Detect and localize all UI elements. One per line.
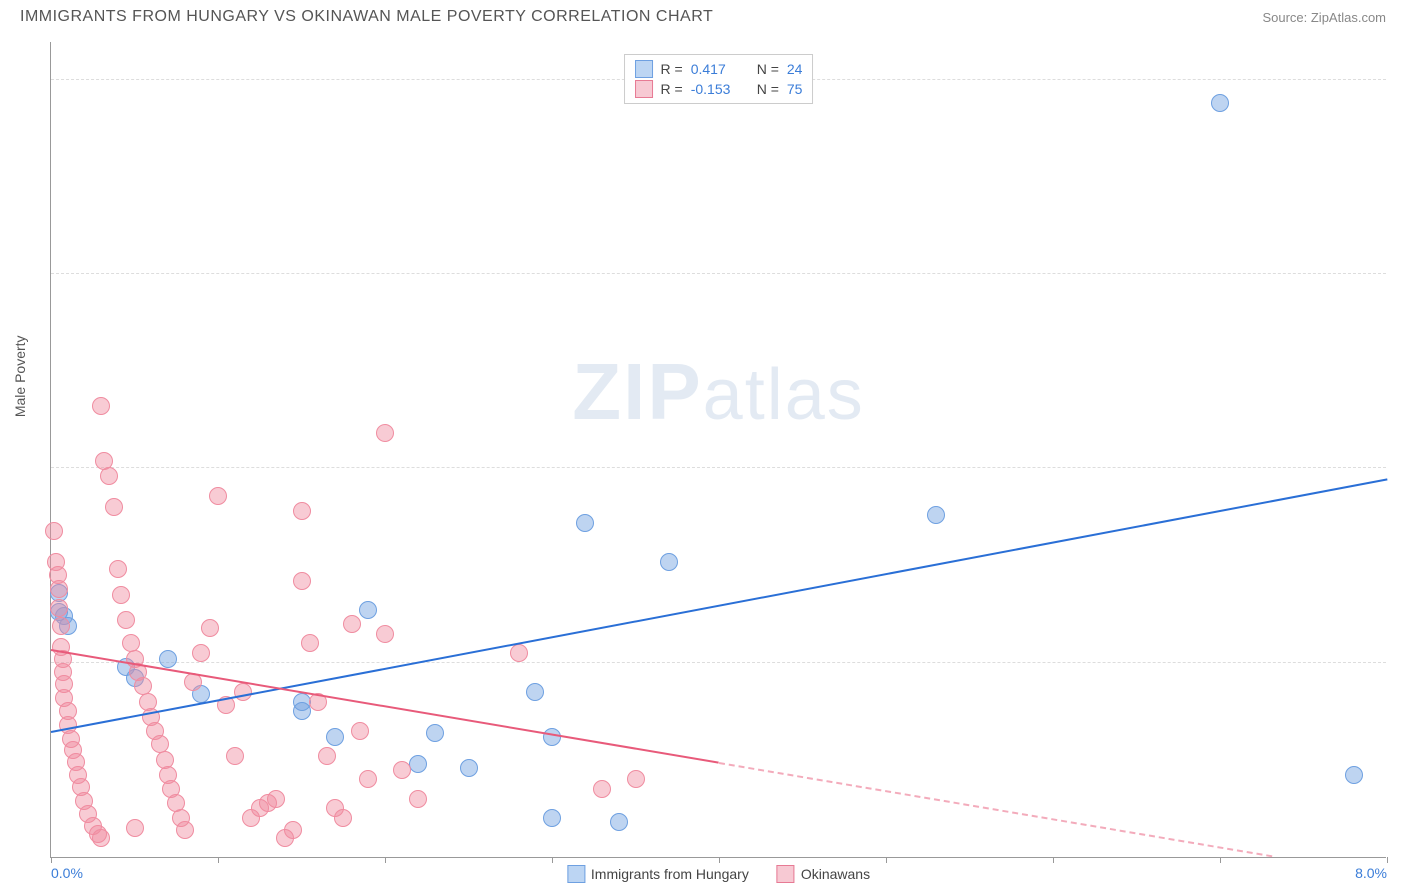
legend-label: Immigrants from Hungary xyxy=(591,866,749,882)
legend-r-value-2: -0.153 xyxy=(691,81,743,97)
legend-row-series-1: R = 0.417 N = 24 xyxy=(635,59,803,79)
data-point xyxy=(593,780,611,798)
series-legend: Immigrants from Hungary Okinawans xyxy=(567,865,870,883)
data-point xyxy=(610,813,628,831)
data-point xyxy=(234,683,252,701)
data-point xyxy=(126,819,144,837)
data-point xyxy=(376,625,394,643)
trend-line xyxy=(719,762,1272,857)
grid-line xyxy=(51,467,1386,468)
data-point xyxy=(510,644,528,662)
data-point xyxy=(359,770,377,788)
data-point xyxy=(343,615,361,633)
data-point xyxy=(284,821,302,839)
data-point xyxy=(351,722,369,740)
data-point xyxy=(376,424,394,442)
x-tick xyxy=(1053,857,1054,863)
legend-swatch xyxy=(777,865,795,883)
x-tick xyxy=(1220,857,1221,863)
data-point xyxy=(334,809,352,827)
data-point xyxy=(543,809,561,827)
grid-line xyxy=(51,273,1386,274)
legend-swatch xyxy=(567,865,585,883)
data-point xyxy=(1345,766,1363,784)
data-point xyxy=(293,502,311,520)
data-point xyxy=(176,821,194,839)
source-attribution: Source: ZipAtlas.com xyxy=(1262,10,1386,25)
data-point xyxy=(192,644,210,662)
legend-n-value-1: 24 xyxy=(787,61,803,77)
data-point xyxy=(117,611,135,629)
x-tick xyxy=(218,857,219,863)
data-point xyxy=(627,770,645,788)
data-point xyxy=(267,790,285,808)
data-point xyxy=(660,553,678,571)
y-axis-label: Male Poverty xyxy=(12,335,28,417)
data-point xyxy=(409,790,427,808)
data-point xyxy=(92,829,110,847)
data-point xyxy=(112,586,130,604)
watermark: ZIPatlas xyxy=(572,346,865,438)
x-tick-label: 8.0% xyxy=(1355,865,1387,881)
chart-title: IMMIGRANTS FROM HUNGARY VS OKINAWAN MALE… xyxy=(20,8,713,26)
data-point xyxy=(927,506,945,524)
data-point xyxy=(359,601,377,619)
data-point xyxy=(209,487,227,505)
legend-n-label-2: N = xyxy=(757,81,779,97)
legend-r-value-1: 0.417 xyxy=(691,61,743,77)
x-tick xyxy=(1387,857,1388,863)
data-point xyxy=(460,759,478,777)
data-point xyxy=(45,522,63,540)
scatter-plot-area: ZIPatlas R = 0.417 N = 24 R = -0.153 N =… xyxy=(50,42,1386,858)
watermark-light: atlas xyxy=(703,355,865,435)
x-tick xyxy=(385,857,386,863)
data-point xyxy=(50,599,68,617)
data-point xyxy=(201,619,219,637)
x-tick xyxy=(719,857,720,863)
data-point xyxy=(50,580,68,598)
chart-container: Male Poverty ZIPatlas R = 0.417 N = 24 R… xyxy=(50,42,1386,858)
data-point xyxy=(105,498,123,516)
data-point xyxy=(159,650,177,668)
data-point xyxy=(293,572,311,590)
data-point xyxy=(426,724,444,742)
data-point xyxy=(92,397,110,415)
legend-item: Immigrants from Hungary xyxy=(567,865,749,883)
data-point xyxy=(326,728,344,746)
data-point xyxy=(1211,94,1229,112)
legend-r-label-1: R = xyxy=(661,61,683,77)
grid-line xyxy=(51,662,1386,663)
data-point xyxy=(393,761,411,779)
legend-n-value-2: 75 xyxy=(787,81,803,97)
data-point xyxy=(52,617,70,635)
correlation-legend: R = 0.417 N = 24 R = -0.153 N = 75 xyxy=(624,54,814,104)
data-point xyxy=(409,755,427,773)
data-point xyxy=(100,467,118,485)
data-point xyxy=(293,702,311,720)
data-point xyxy=(576,514,594,532)
legend-label: Okinawans xyxy=(801,866,870,882)
x-tick xyxy=(552,857,553,863)
data-point xyxy=(301,634,319,652)
x-tick xyxy=(51,857,52,863)
legend-swatch-series-2 xyxy=(635,80,653,98)
legend-r-label-2: R = xyxy=(661,81,683,97)
legend-item: Okinawans xyxy=(777,865,870,883)
data-point xyxy=(109,560,127,578)
data-point xyxy=(318,747,336,765)
data-point xyxy=(226,747,244,765)
data-point xyxy=(526,683,544,701)
x-tick-label: 0.0% xyxy=(51,865,83,881)
legend-swatch-series-1 xyxy=(635,60,653,78)
legend-row-series-2: R = -0.153 N = 75 xyxy=(635,79,803,99)
trend-line xyxy=(51,478,1387,733)
watermark-bold: ZIP xyxy=(572,347,702,436)
title-bar: IMMIGRANTS FROM HUNGARY VS OKINAWAN MALE… xyxy=(0,0,1406,30)
legend-n-label-1: N = xyxy=(757,61,779,77)
x-tick xyxy=(886,857,887,863)
